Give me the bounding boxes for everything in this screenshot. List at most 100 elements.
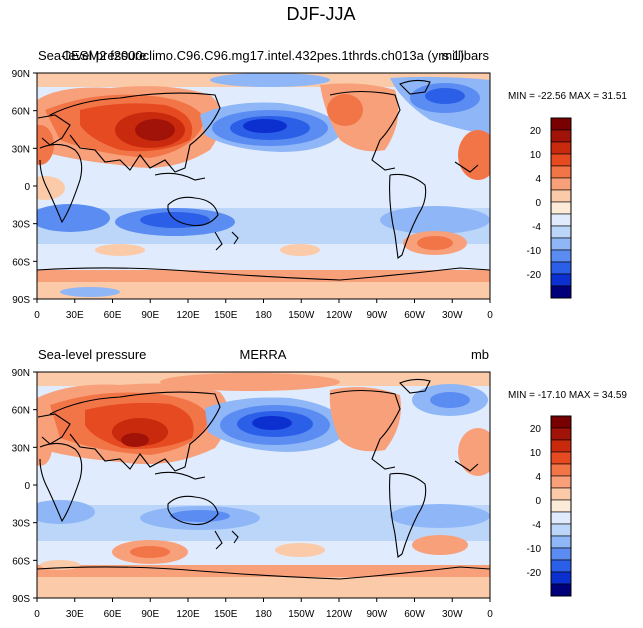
lon-tick-label: 150W: [288, 310, 315, 321]
lon-tick-label: 60E: [104, 609, 122, 620]
colorbar-frame: [550, 117, 572, 299]
colorbar-swatch: [550, 189, 572, 203]
lon-ticks-panel-1: 0 30E 60E 90E 120E 150E 180 150W 120W 90W 60W 30W 0: [34, 299, 493, 321]
colorbar-swatch: [550, 559, 572, 573]
lat-tick-label: 90N: [12, 69, 30, 80]
lat-tick-label: 0: [24, 182, 30, 193]
colorbar-swatch: [550, 249, 572, 263]
colorbar-swatch: [550, 225, 572, 239]
lon-tick-label: 90E: [141, 310, 159, 321]
lon-ticks-panel-2: 0 30E 60E 90E 120E 150E 180 150W 120W 90W 60W 30W 0: [34, 598, 493, 620]
colorbar-tick-label: -10: [527, 544, 542, 555]
colorbar-swatch: [550, 273, 572, 287]
colorbar-swatch: [550, 511, 572, 525]
colorbar-tick-label: 20: [530, 126, 542, 137]
lon-tick-label: 30W: [442, 609, 463, 620]
panel-center-label: CESM2 f2000climo.C96.C96.mg17.intel.432p…: [62, 48, 465, 63]
lon-tick-label: 30E: [66, 609, 84, 620]
colorbar-swatch: [550, 523, 572, 537]
panel-reanalysis: Sea-level pressure MERRA mb MIN = -17.10…: [12, 347, 628, 620]
panel-center-label: MERRA: [240, 347, 287, 362]
lon-tick-label: 120W: [326, 310, 353, 321]
lat-tick-label: 90S: [12, 594, 30, 605]
lon-tick-label: 90W: [366, 310, 387, 321]
colorbar-swatch: [550, 165, 572, 179]
colorbar-swatch: [550, 141, 572, 155]
colorbar-frame: [550, 415, 572, 597]
lon-tick-label: 60E: [104, 310, 122, 321]
colorbar-swatch: [550, 571, 572, 585]
colorbar-tick-label: 10: [530, 448, 542, 459]
colorbar-tick-label: 20: [530, 424, 542, 435]
coastlines: [37, 79, 490, 281]
lat-tick-label: 90N: [12, 368, 30, 379]
lon-tick-label: 0: [487, 609, 493, 620]
lat-tick-label: 0: [24, 481, 30, 492]
colorbar-swatch: [550, 535, 572, 549]
lon-tick-label: 0: [487, 310, 493, 321]
colorbar-tick-label: 4: [535, 174, 541, 185]
coastlines: [37, 378, 490, 580]
stats-text: MIN = -17.10 MAX = 34.59: [508, 390, 627, 401]
lon-tick-label: 90E: [141, 609, 159, 620]
colorbar-swatch: [550, 547, 572, 561]
colorbar-swatch: [550, 439, 572, 453]
lon-tick-label: 120E: [176, 609, 200, 620]
colorbar-swatch: [550, 285, 572, 299]
lon-tick-label: 90W: [366, 609, 387, 620]
colorbar-tick-label: 4: [535, 472, 541, 483]
lat-tick-label: 60N: [12, 406, 30, 417]
lon-tick-label: 30W: [442, 310, 463, 321]
lat-tick-label: 60S: [12, 556, 30, 567]
colorbar-swatch: [550, 487, 572, 501]
lat-tick-label: 30S: [12, 220, 30, 231]
lat-tick-label: 30S: [12, 519, 30, 530]
panel-model: Sea-level pressure CESM2 f2000climo.C96.…: [12, 48, 628, 321]
lon-tick-label: 60W: [404, 310, 425, 321]
colorbar-swatch: [550, 415, 572, 429]
lat-tick-label: 30N: [12, 443, 30, 454]
lon-tick-label: 150E: [214, 609, 238, 620]
colorbar-swatch: [550, 117, 572, 131]
colorbar-swatch: [550, 129, 572, 143]
colorbar-tick-label: 10: [530, 150, 542, 161]
colorbar-tick-label: -20: [527, 568, 542, 579]
lon-tick-label: 0: [34, 609, 40, 620]
colorbar-tick-label: -4: [532, 520, 541, 531]
colorbar-tick-label: 0: [535, 198, 541, 209]
lon-tick-label: 180: [255, 609, 272, 620]
lon-tick-label: 180: [255, 310, 272, 321]
lon-tick-label: 150W: [288, 609, 315, 620]
colorbar-panel-2: 20 10 4 0 -4 -10 -20: [527, 415, 572, 597]
stats-text: MIN = -22.56 MAX = 31.51: [508, 91, 627, 102]
colorbar-swatch: [550, 451, 572, 465]
colorbar-swatch: [550, 427, 572, 441]
colorbar-swatch: [550, 237, 572, 251]
figure-title: DJF-JJA: [287, 4, 356, 24]
colorbar-tick-label: -4: [532, 222, 541, 233]
panel-right-label: millibars: [441, 48, 489, 63]
lat-tick-label: 90S: [12, 295, 30, 306]
colorbar-swatch: [550, 463, 572, 477]
lat-ticks-panel-1: 90N 60N 30N 0 30S 60S 90S: [12, 69, 37, 306]
colorbar-swatch: [550, 153, 572, 167]
lon-tick-label: 60W: [404, 609, 425, 620]
colorbar-panel-1: 20 10 4 0 -4 -10 -20: [527, 117, 572, 299]
lon-tick-label: 30E: [66, 310, 84, 321]
colorbar-tick-label: -10: [527, 246, 542, 257]
lon-tick-label: 0: [34, 310, 40, 321]
colorbar-swatch: [550, 177, 572, 191]
colorbar-swatch: [550, 499, 572, 513]
colorbar-swatch: [550, 475, 572, 489]
lon-tick-label: 150E: [214, 310, 238, 321]
colorbar-swatch: [550, 213, 572, 227]
lat-tick-label: 30N: [12, 144, 30, 155]
lat-tick-label: 60N: [12, 107, 30, 118]
lat-ticks-panel-2: 90N 60N 30N 0 30S 60S 90S: [12, 368, 37, 605]
colorbar-swatch: [550, 201, 572, 215]
slp-difference-field: [37, 73, 490, 299]
lat-tick-label: 60S: [12, 257, 30, 268]
panel-left-label: Sea-level pressure: [38, 48, 146, 63]
colorbar-tick-label: 0: [535, 496, 541, 507]
lon-tick-label: 120E: [176, 310, 200, 321]
